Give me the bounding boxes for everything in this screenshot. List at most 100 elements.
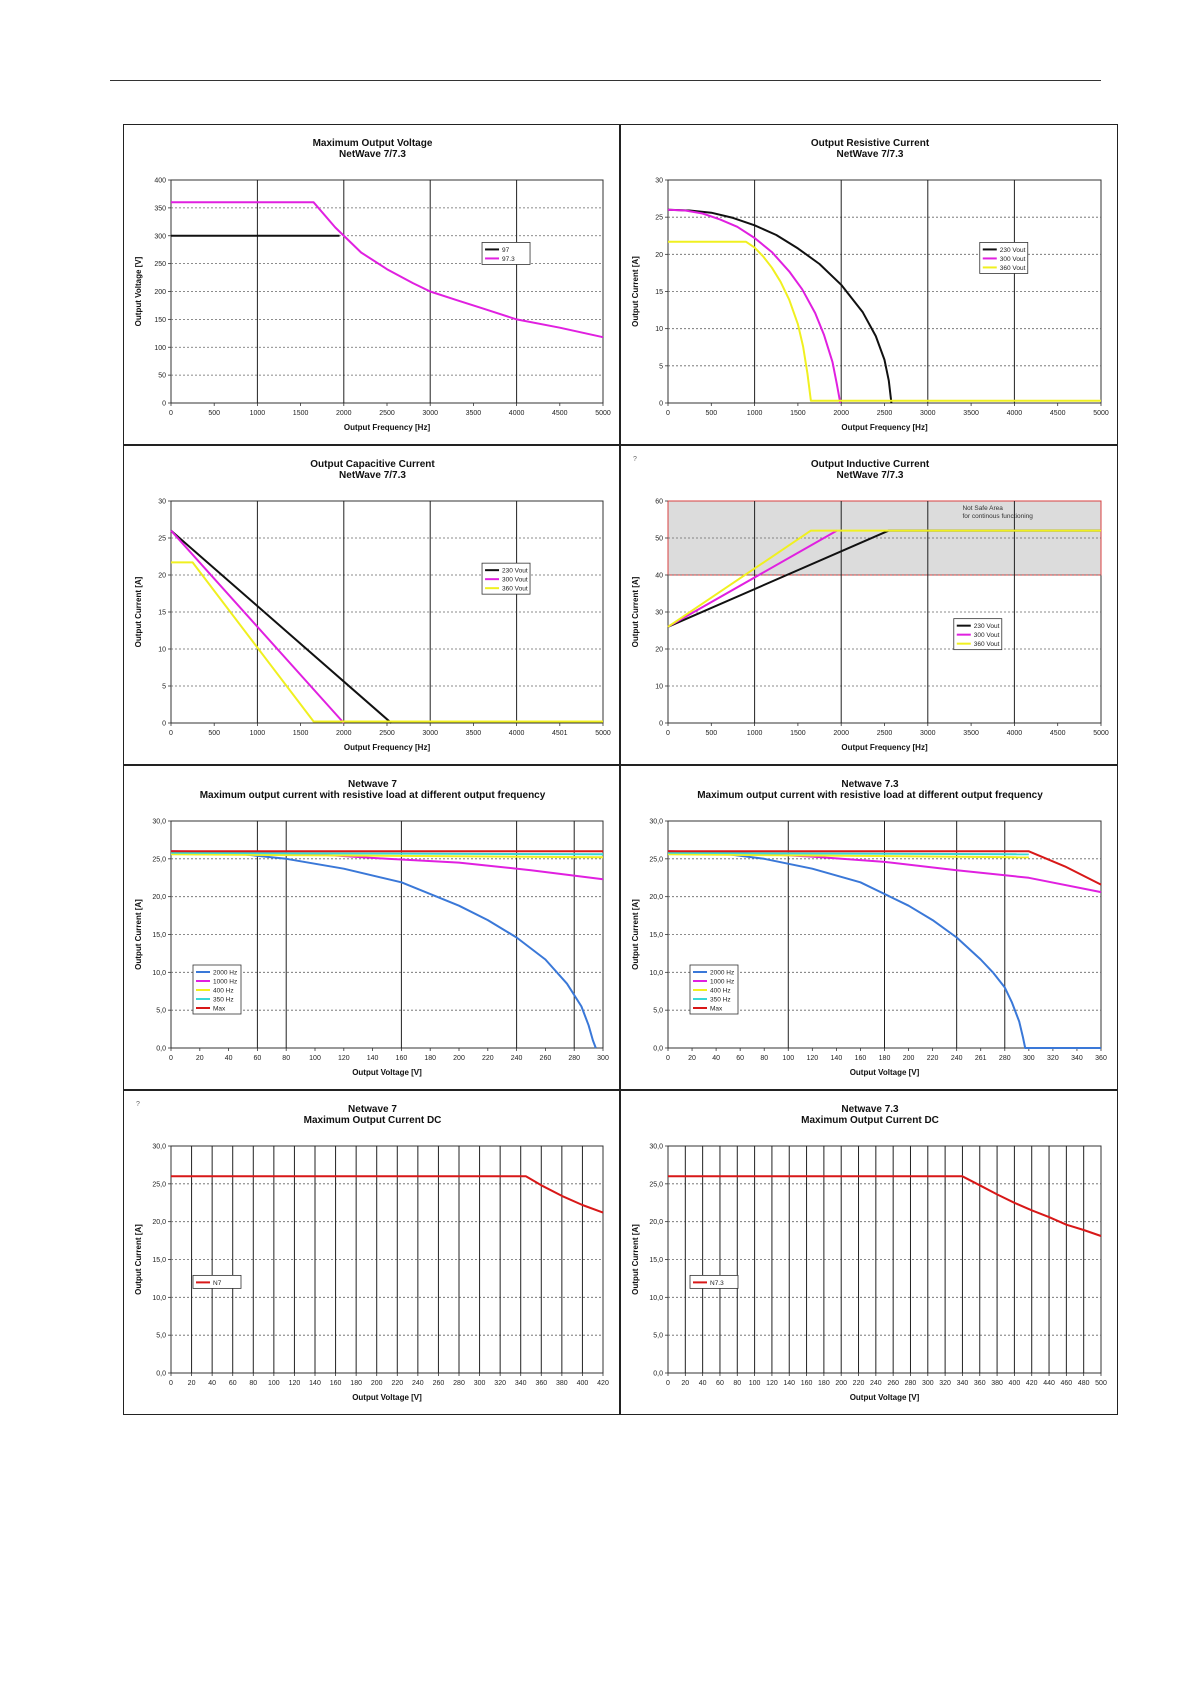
x-tick-label: 2000 [336,730,352,737]
x-tick-label: 240 [412,1380,424,1387]
chart-panel: Netwave 7.3 Maximum Output Current DC 0 20 4… [620,1090,1118,1415]
x-tick-label: 60 [716,1380,724,1387]
x-tick-label: 280 [453,1380,465,1387]
legend: 230 Vout 300 Vout 360 Vout [953,618,1003,651]
x-tick-label: 3500 [466,410,482,417]
x-tick-label: 1000 [747,730,763,737]
legend-entry: 360 Vout [502,586,528,593]
chart-title: Output Inductive Current [811,459,930,470]
chart-panel: Maximum Output Voltage NetWave 7/7.3 0 500 1… [123,124,620,445]
x-tick-label: 0 [666,410,670,417]
x-tick-label: 3000 [920,410,936,417]
chart-title: Output Resistive Current [811,138,930,149]
y-tick-label: 20 [158,573,166,580]
y-tick-label: 40 [655,573,663,580]
series-line [668,850,1102,886]
x-tick-label: 140 [831,1055,843,1062]
x-tick-label: 140 [783,1380,795,1387]
x-tick-label: 2000 [833,410,849,417]
legend: 230 Vout 300 Vout 360 Vout [979,242,1029,274]
series-line [170,529,392,724]
header-rule [110,80,1101,81]
x-tick-label: 2500 [877,730,893,737]
chart-grid: Maximum Output Voltage NetWave 7/7.3 0 500 1… [123,124,1118,1415]
y-tick-label: 25 [158,536,166,543]
x-tick-label: 2500 [877,410,893,417]
chart-subtitle: Maximum Output Current DC [304,1115,442,1126]
x-axis-label: Output Voltage [V] [850,1068,920,1077]
x-tick-label: 380 [991,1380,1003,1387]
y-tick-label: 30 [655,178,663,185]
legend-entry: 230 Vout [974,623,1000,630]
x-tick-label: 120 [289,1380,301,1387]
x-tick-label: 120 [338,1055,350,1062]
series-line [171,561,603,723]
x-tick-label: 2500 [379,730,395,737]
x-tick-label: 20 [688,1055,696,1062]
x-tick-label: 260 [433,1380,445,1387]
x-tick-label: 1500 [790,730,806,737]
x-tick-label: 80 [733,1380,741,1387]
corner-mark: ? [633,456,637,463]
series-line [170,851,604,856]
y-tick-label: 0 [659,721,663,728]
x-tick-label: 160 [801,1380,813,1387]
x-tick-label: 4500 [1050,730,1066,737]
not-safe-area-label: Not Safe Area [962,505,1003,512]
x-tick-label: 140 [367,1055,379,1062]
x-tick-label: 180 [350,1380,362,1387]
y-tick-label: 25,0 [649,856,663,863]
chart-title: Netwave 7 [348,1104,397,1115]
y-tick-label: 20,0 [152,1219,166,1226]
x-tick-label: 5000 [595,410,611,417]
y-tick-label: 5,0 [156,1008,166,1015]
x-tick-label: 160 [855,1055,867,1062]
x-tick-label: 220 [927,1055,939,1062]
x-tick-label: 480 [1078,1380,1090,1387]
series-line [667,208,893,404]
y-tick-label: 0 [162,721,166,728]
series-line [667,208,842,404]
x-tick-label: 20 [196,1055,204,1062]
legend-entry: 350 Hz [213,997,234,1004]
y-axis-label: Output Current [A] [631,899,640,970]
y-tick-label: 250 [154,261,166,268]
x-tick-label: 280 [905,1380,917,1387]
x-tick-label: 500 [705,730,717,737]
x-tick-label: 200 [371,1380,383,1387]
x-tick-label: 160 [330,1380,342,1387]
y-tick-label: 15,0 [649,932,663,939]
y-tick-label: 15,0 [152,932,166,939]
legend-entry: 97 [502,247,510,254]
x-tick-label: 220 [853,1380,865,1387]
x-tick-label: 260 [540,1055,552,1062]
series-line [667,529,838,628]
x-tick-label: 460 [1061,1380,1073,1387]
x-tick-label: 120 [806,1055,818,1062]
y-tick-label: 300 [154,233,166,240]
x-tick-label: 1000 [747,410,763,417]
series-line [667,853,1029,859]
x-axis-label: Output Frequency [Hz] [841,423,928,432]
y-tick-label: 10 [655,684,663,691]
x-tick-label: 340 [957,1380,969,1387]
x-tick-label: 80 [760,1055,768,1062]
x-tick-label: 320 [1047,1055,1059,1062]
legend-box [192,1274,242,1289]
x-tick-label: 2000 [336,410,352,417]
y-tick-label: 5,0 [653,1008,663,1015]
x-tick-label: 40 [699,1380,707,1387]
x-tick-label: 300 [922,1380,934,1387]
x-tick-label: 1500 [293,730,309,737]
x-tick-label: 360 [535,1380,547,1387]
y-tick-label: 50 [655,536,663,543]
chart-panel: Netwave 7.3 Maximum output current with r… [620,765,1118,1090]
y-axis-label: Output Current [A] [134,576,143,647]
x-tick-label: 5000 [595,730,611,737]
x-tick-label: 420 [1026,1380,1038,1387]
x-tick-label: 500 [705,410,717,417]
x-axis-label: Output Voltage [V] [352,1068,422,1077]
